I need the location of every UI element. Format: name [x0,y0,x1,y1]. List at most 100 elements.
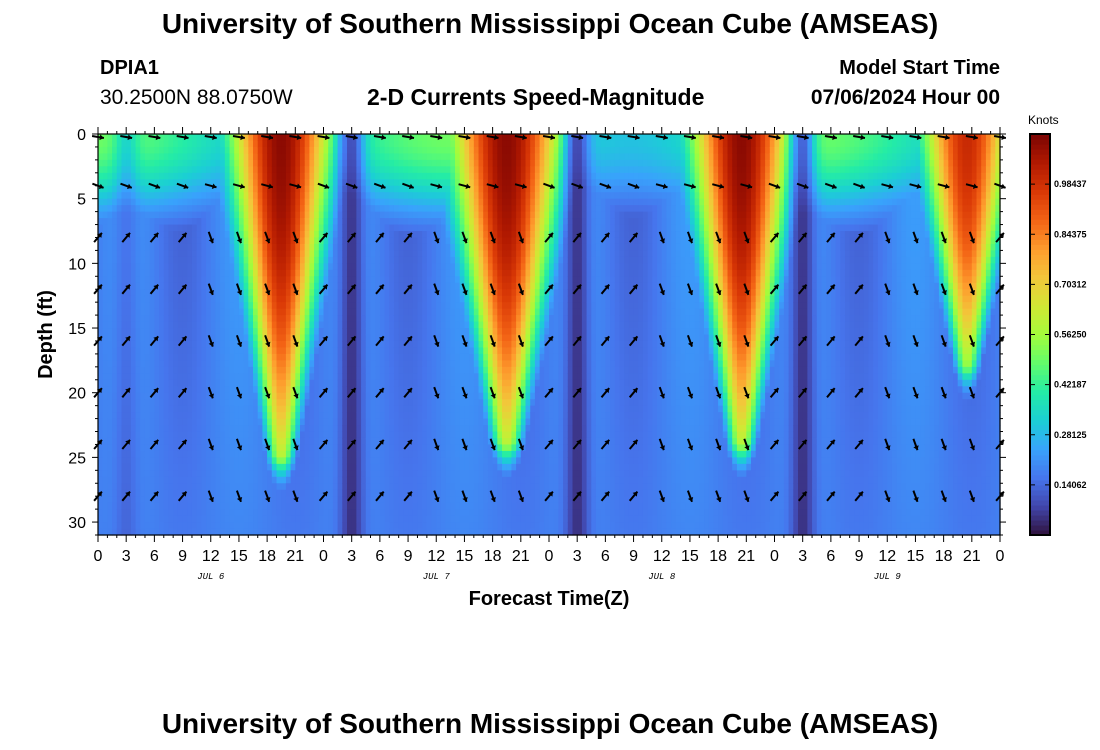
current-vector-head [687,238,694,244]
x-tick-label: 12 [653,548,671,565]
current-vector-head [183,183,189,189]
x-tick-label: 0 [545,548,554,565]
current-vector-head [719,183,724,189]
current-vector-head [407,232,412,238]
y-tick-label: 5 [77,192,86,209]
current-vector-head [969,497,976,502]
station-coordinates: 30.2500N 88.0750W [100,86,293,109]
current-vector-head [125,439,130,445]
current-vector-head [941,497,947,502]
x-tick-label: 3 [798,548,807,565]
current-vector-head [408,183,414,189]
current-vector-head [548,388,553,394]
current-vector-head [322,284,328,290]
current-vector-head [775,183,781,189]
current-vector-head [801,439,807,445]
current-vector-head [293,238,299,244]
current-vector-head [208,393,214,399]
current-vector-head [490,238,496,244]
current-vector-head [860,134,865,141]
current-vector-head [634,134,640,141]
model-start-value: 07/06/2024 Hour 00 [810,86,1000,109]
current-vector-head [687,497,694,502]
current-vector-head [888,134,894,141]
current-vector-head [916,183,922,189]
current-vector-head [125,491,130,497]
current-vector-head [490,445,496,451]
current-vector-head [801,284,807,290]
date-label: JUL 9 [874,572,902,582]
current-vector-head [606,134,612,141]
current-vector-head [944,183,950,189]
current-vector-head [324,183,330,189]
current-vector-head [293,445,299,451]
current-vector-head [293,393,299,399]
current-vector-head [208,497,214,502]
current-vector-head [181,284,187,290]
colorbar-tick-label: 0.56250 [1054,330,1087,340]
current-vector-head [829,284,835,290]
current-vector-head [155,134,161,141]
current-vector-head [352,183,358,189]
current-vector-head [350,388,356,394]
current-vector-head [462,341,468,347]
current-vector-head [324,134,330,141]
heatmap-layer [98,134,1001,536]
station-id: DPIA1 [100,57,159,79]
current-vector-head [578,183,583,189]
current-vector-head [716,445,722,451]
current-vector-head [550,134,555,141]
current-vector-head [208,445,214,451]
current-vector-head [576,232,581,238]
current-vector-head [773,439,779,445]
current-vector-head [490,341,496,347]
current-vector-head [829,336,835,342]
current-vector-head [212,134,217,141]
current-vector-head [969,445,976,451]
plot-title: 2-D Currents Speed-Magnitude [367,84,705,110]
current-vector-head [434,238,440,244]
current-vector-head [265,341,271,347]
vector-arrows [91,134,1007,503]
current-vector-head [378,336,384,342]
current-vector-head [885,238,891,244]
current-vector-head [744,341,750,347]
current-vector-head [659,497,665,502]
x-tick-label: 9 [178,548,187,565]
current-vector-head [490,497,496,502]
current-vector-head [265,445,271,451]
current-vector-head [913,393,919,399]
current-vector-head [969,290,976,295]
model-start-label: Model Start Time [839,57,1000,79]
current-vector-head [434,497,440,502]
current-vector-head [913,290,919,295]
current-vector-head [181,336,187,342]
y-tick-label: 10 [68,256,86,273]
current-vector-head [125,388,130,394]
current-vector-head [434,393,440,399]
current-vector-head [913,497,919,502]
current-vector-head [236,290,243,295]
current-vector-head [604,439,610,445]
current-vector-head [663,134,668,141]
current-vector-head [691,183,696,189]
current-vector-head [465,183,471,189]
current-vector-head [521,183,527,189]
x-tick-label: 15 [681,548,699,565]
current-vector-head [604,388,610,394]
current-vector-head [773,491,779,497]
current-vector-head [719,134,724,141]
colorbar [1030,134,1050,536]
current-vector-head [773,284,779,290]
current-vector-head [236,393,243,399]
current-vector-head [296,183,302,189]
current-vector-head [462,238,468,244]
current-vector-head [153,491,159,497]
current-vector-head [885,497,891,502]
current-vector-head [236,445,243,451]
current-vector-head [265,393,271,399]
current-vector-head [434,290,440,295]
date-label: JUL 8 [648,572,676,582]
current-vector-head [744,445,750,451]
